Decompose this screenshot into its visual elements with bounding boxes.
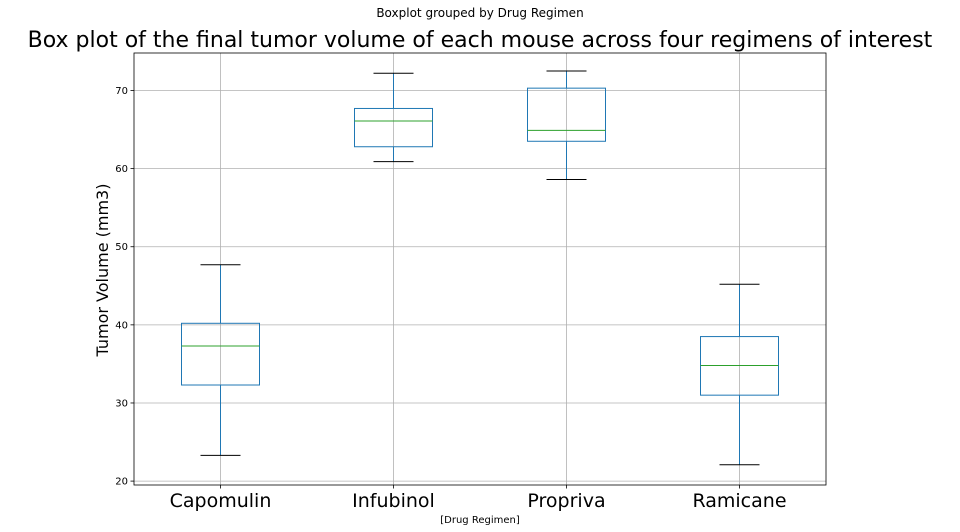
y-tick-label: 50 [115,242,128,253]
x-axis-ticks: Capomulin Infubinol Propriva Ramicane [170,485,787,512]
y-tick-label: 30 [115,398,128,409]
chart-suptitle: Boxplot grouped by Drug Regimen [376,6,583,20]
plot-frame [133,52,827,486]
box-capomulin [181,264,260,456]
iqr-box [354,107,433,148]
y-tick-label: 60 [115,164,128,175]
box-ramicane [700,283,779,466]
box-propriva [527,70,606,181]
x-tick-label: Capomulin [170,490,272,512]
x-tick-label: Propriva [527,490,605,512]
y-axis-ticks: 20 30 40 50 60 70 [115,86,134,488]
y-tick-label: 40 [115,320,128,331]
grid-lines [134,53,826,485]
y-tick-label: 70 [115,86,128,97]
x-tick-label: Infubinol [352,490,435,512]
x-axis-label: [Drug Regimen] [440,515,520,526]
iqr-box [181,322,260,386]
y-tick-label: 20 [115,477,128,488]
box-infubinol [354,72,433,163]
boxes [181,70,779,466]
x-tick-label: Ramicane [692,490,786,512]
chart-title: Box plot of the final tumor volume of ea… [28,28,933,53]
iqr-box [527,87,606,142]
y-axis-label: Tumor Volume (mm3) [93,184,112,358]
